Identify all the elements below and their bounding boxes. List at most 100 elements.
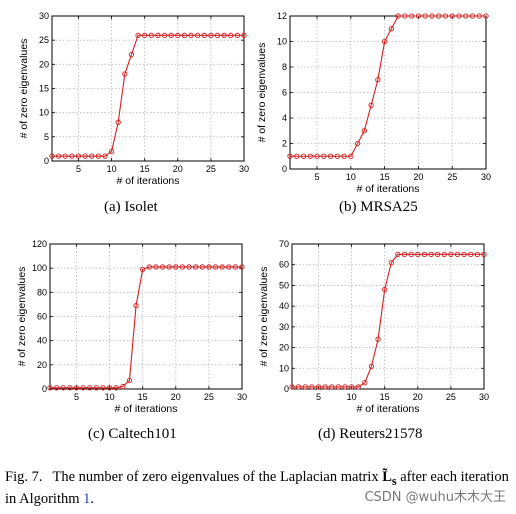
data-point	[436, 13, 442, 19]
data-point	[53, 385, 60, 391]
data-point	[67, 385, 73, 391]
y-tick-label: 20	[39, 59, 49, 69]
data-point	[454, 251, 461, 258]
data-point	[161, 32, 168, 38]
data-point	[375, 336, 381, 342]
caption-text-after: after each iteration in Algorithm	[5, 469, 509, 507]
data-point	[188, 32, 194, 38]
data-point	[415, 251, 421, 258]
x-tick-label: 30	[237, 392, 247, 402]
y-tick-label: 20	[279, 343, 289, 353]
series-line	[50, 266, 242, 389]
y-tick-label: 100	[32, 263, 47, 273]
chart-0: 5 10 15 20 25 30 0 5 10 15 20 25 30 # of iterations # …	[18, 11, 249, 187]
data-point	[179, 264, 186, 270]
data-point	[375, 77, 381, 83]
data-point	[212, 264, 219, 270]
matrix-symbol: L̃	[382, 469, 392, 485]
x-tick-label: 5	[316, 392, 321, 402]
x-tick-label: 10	[107, 164, 117, 174]
y-tick-label: 6	[282, 88, 287, 98]
data-point	[321, 153, 327, 159]
data-point	[60, 385, 66, 391]
x-tick-label: 15	[140, 164, 150, 174]
x-tick-label: 15	[380, 172, 390, 182]
subcaption-b: (b) MRSA25	[339, 199, 418, 215]
y-tick-label: 40	[37, 336, 47, 346]
data-point	[449, 13, 455, 19]
x-tick-label: 5	[315, 172, 320, 182]
data-point	[483, 13, 489, 19]
data-point	[95, 153, 101, 159]
y-tick-label: 10	[279, 363, 289, 373]
data-point	[382, 286, 388, 293]
data-point	[159, 264, 166, 270]
y-tick-label: 8	[282, 62, 287, 72]
data-point	[322, 384, 328, 390]
data-point	[122, 71, 128, 77]
data-point	[368, 363, 375, 369]
subcaption-a: (a) Isolet	[104, 199, 158, 215]
algorithm-reference-link[interactable]: 1	[83, 490, 91, 507]
data-point	[199, 264, 205, 270]
x-tick-label: 10	[346, 172, 356, 182]
data-point	[395, 251, 401, 258]
x-tick-label: 10	[347, 392, 357, 402]
data-point	[287, 153, 293, 159]
data-point	[348, 153, 354, 159]
data-point	[166, 264, 172, 270]
data-point	[329, 384, 335, 390]
data-point	[120, 383, 126, 390]
data-point	[441, 251, 447, 258]
data-point	[335, 384, 341, 390]
data-point	[87, 385, 93, 391]
y-tick-label: 60	[37, 312, 47, 322]
data-point	[307, 153, 313, 159]
series-line	[290, 15, 486, 157]
data-point	[429, 13, 435, 19]
chart-3: 5 10 15 20 25 30 0 10 20 30 40 50 60 70 # of iteration…	[258, 239, 489, 415]
data-point	[395, 13, 401, 19]
data-point	[342, 384, 348, 390]
data-point	[476, 13, 482, 19]
caption-text-before: The number of zero eigenvalues of the La…	[52, 469, 383, 485]
data-point	[468, 251, 474, 258]
data-point	[327, 153, 334, 159]
x-tick-label: 5	[74, 392, 79, 402]
y-tick-label: 30	[279, 322, 289, 332]
y-tick-label: 60	[279, 260, 289, 270]
data-point	[461, 251, 467, 258]
data-point	[108, 148, 115, 154]
x-tick-label: 15	[138, 392, 148, 402]
watermark: CSDN @wuhu木木大王	[364, 490, 506, 505]
y-tick-label: 25	[39, 35, 49, 45]
data-point	[448, 251, 454, 258]
data-point	[415, 13, 422, 19]
y-tick-label: 0	[282, 164, 287, 174]
x-tick-label: 30	[479, 392, 489, 402]
data-point	[69, 153, 75, 159]
data-point	[309, 384, 315, 390]
chart-2: 5 10 15 20 25 30 0 20 40 60 80 100 120 # of iteration…	[16, 239, 247, 415]
data-point	[408, 251, 414, 258]
y-tick-label: 4	[282, 113, 287, 123]
data-point	[82, 153, 88, 159]
data-point	[481, 251, 487, 258]
data-point	[80, 385, 86, 391]
data-point	[206, 264, 212, 270]
data-point	[368, 102, 374, 108]
x-tick-label: 30	[481, 172, 491, 182]
data-point	[201, 32, 207, 38]
data-point	[289, 384, 295, 390]
data-point	[315, 384, 322, 390]
x-tick-label: 5	[76, 164, 81, 174]
data-point	[106, 385, 113, 391]
y-tick-label: 5	[44, 132, 49, 142]
data-point	[456, 13, 462, 19]
y-axis-label: # of zero eigenvalues	[16, 267, 28, 367]
data-point	[219, 264, 225, 270]
data-point	[135, 32, 141, 38]
data-point	[100, 385, 106, 391]
data-point	[102, 153, 108, 159]
